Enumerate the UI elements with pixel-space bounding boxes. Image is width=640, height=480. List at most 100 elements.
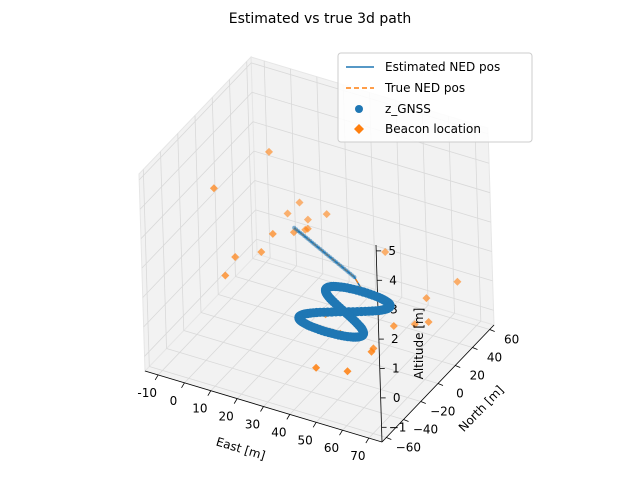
beacon-marker xyxy=(231,253,240,261)
x-tick-label: 70 xyxy=(350,449,365,463)
grid-line-z xyxy=(253,150,491,223)
grid-line-y xyxy=(149,366,387,438)
x-tick-mark xyxy=(339,429,343,436)
legend-box xyxy=(337,52,533,143)
grid-line-z xyxy=(142,180,256,298)
y-tick-label: −40 xyxy=(413,423,438,437)
x-tick-label: 30 xyxy=(245,418,260,432)
x-tick-label: -10 xyxy=(137,386,157,400)
chart-title: Estimated vs true 3d path xyxy=(229,11,411,27)
grid-line-y xyxy=(229,79,236,277)
x-tick-label: 40 xyxy=(271,425,286,439)
x-tick-label: 50 xyxy=(298,433,313,447)
grid-line-y xyxy=(211,97,219,295)
x-tick-mark xyxy=(312,422,317,428)
legend-true-label: True NED pos xyxy=(384,81,465,95)
y-tick-label: −60 xyxy=(396,441,421,455)
y-tick-mark xyxy=(489,329,495,332)
grid-line-z xyxy=(138,62,252,181)
beacon-marker xyxy=(453,277,462,286)
beacon-marker xyxy=(257,248,266,256)
beacon-marker xyxy=(424,318,433,326)
z-tick-label: 0 xyxy=(393,391,401,405)
grid-line-z xyxy=(255,209,493,282)
legend-estimated-label: Estimated NED pos xyxy=(385,60,500,74)
z-tick-label: 2 xyxy=(391,332,399,346)
y-tick-mark xyxy=(420,401,426,404)
x-tick-mark xyxy=(233,398,238,404)
axes-lines xyxy=(144,244,495,444)
y-tick-mark xyxy=(455,365,461,368)
beacon-marker xyxy=(283,209,292,218)
y-tick-label: 60 xyxy=(504,333,519,347)
grid-line-y xyxy=(183,330,421,402)
grid-line-x xyxy=(263,60,271,258)
beacon-marker xyxy=(209,184,218,193)
legend-beacon-label: Beacon location xyxy=(385,122,481,136)
grid-line-x xyxy=(474,124,482,322)
beacon-marker xyxy=(221,271,230,280)
gnss-point xyxy=(358,287,368,297)
grid-line-z xyxy=(254,180,492,252)
grid-line-y xyxy=(166,348,404,420)
y-tick-label: 40 xyxy=(487,351,502,365)
grid-line-y xyxy=(200,312,439,384)
y-tick-mark xyxy=(403,419,409,422)
x-tick-label: 0 xyxy=(170,394,178,408)
beacon-marker xyxy=(410,320,419,329)
z-tick-label: 3 xyxy=(390,303,398,317)
grid-line-z xyxy=(141,150,255,269)
grid-line-y xyxy=(142,169,150,367)
y-tick-mark xyxy=(437,383,444,386)
x-tick-mark xyxy=(260,406,264,412)
beacon-marker xyxy=(389,322,398,330)
legend-beacon-swatch xyxy=(354,124,364,134)
z-axis-line xyxy=(375,244,383,443)
beacon-marker xyxy=(268,229,277,238)
x-tick-label: 20 xyxy=(219,410,234,424)
x-tick-mark xyxy=(365,437,370,444)
x-tick-mark xyxy=(207,390,212,396)
beacon-marker xyxy=(312,363,321,372)
legend-gnss-label: z_GNSS xyxy=(385,102,431,116)
beacon-marker xyxy=(343,367,352,376)
x-tick-label: 60 xyxy=(324,441,339,455)
z-tick-label: −1 xyxy=(389,420,407,434)
beacon-marker xyxy=(322,210,331,219)
beacon-marker xyxy=(295,198,304,207)
grid-line-y xyxy=(246,61,254,259)
grid-line-z xyxy=(144,239,257,357)
grid-line-z xyxy=(139,92,253,210)
x-tick-mark xyxy=(154,374,159,381)
grid-line-x xyxy=(316,76,324,274)
z-tick-label: 4 xyxy=(389,273,397,287)
z-tick-label: 1 xyxy=(392,361,400,375)
grid-line-z xyxy=(140,121,254,239)
z-axis-label: Altitude [m] xyxy=(412,308,426,380)
beacon-marker xyxy=(381,248,390,256)
beacon-marker xyxy=(303,224,312,233)
grid-line-y xyxy=(194,115,202,313)
beacon-marker xyxy=(422,294,431,303)
beacon-marker xyxy=(303,215,312,224)
grid-line-z xyxy=(256,238,494,311)
legend: Estimated NED pos True NED pos z_GNSS Be… xyxy=(337,52,533,143)
tick-labels: -10010203040506070−60−40−200204060−10123… xyxy=(137,244,519,463)
data-layer xyxy=(209,147,462,376)
grid-line-z xyxy=(143,209,256,328)
beacon-marker xyxy=(367,347,376,356)
gnss-point xyxy=(352,275,357,280)
grid-line-x xyxy=(448,116,455,314)
z-tick-label: 5 xyxy=(388,244,396,258)
grid-line-y xyxy=(160,151,167,349)
x-tick-mark xyxy=(181,382,185,389)
y-tick-label: 0 xyxy=(456,387,464,401)
grid-line-y xyxy=(177,133,185,331)
y-tick-label: 20 xyxy=(470,369,485,383)
y-tick-label: −20 xyxy=(430,405,455,419)
x-tick-label: 10 xyxy=(192,402,207,416)
y-tick-mark xyxy=(472,347,478,350)
x-tick-mark xyxy=(286,414,291,420)
x-axis-label: East [m] xyxy=(214,435,267,463)
